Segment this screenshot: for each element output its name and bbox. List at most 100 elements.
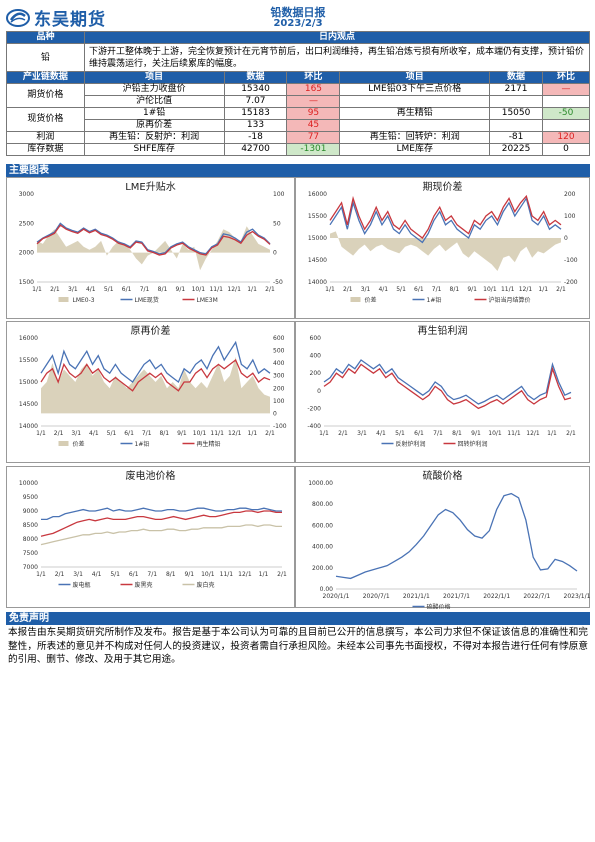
- y-tick-label: 1500: [19, 279, 34, 286]
- x-tick-label: 2/1: [265, 286, 275, 293]
- x-tick-label: 2/1: [338, 430, 348, 437]
- cell-item: 1#铅: [83, 107, 225, 120]
- cell-value2: [489, 119, 544, 132]
- x-tick-label: 12/1: [238, 571, 252, 578]
- legend-label: 反射炉利润: [396, 440, 426, 448]
- y2-tick-label: 0: [564, 235, 568, 242]
- x-tick-label: 10/1: [488, 430, 502, 437]
- y-tick-label: 16000: [308, 191, 327, 198]
- legend-label: 沪铅当月结算价: [489, 296, 531, 304]
- y-tick-label: 7000: [23, 564, 38, 571]
- y2-tick-label: 200: [273, 385, 285, 392]
- x-tick-label: 8/1: [452, 430, 462, 437]
- y-tick-label: 2000: [19, 250, 34, 257]
- view-table: 品种 日内观点 铅 下游开工整体晚于上游，完全恢复预计在元宵节前后，出口利润维持…: [6, 31, 590, 73]
- y2-tick-label: 300: [273, 373, 285, 380]
- x-tick-label: 2/1: [277, 571, 287, 578]
- column-header: 项目: [83, 71, 225, 84]
- area-series: [41, 356, 270, 414]
- chart-primary-secondary-spread: 原再价差 14000 14500 15000 15500 16000 -100 0 100 20…: [6, 321, 295, 463]
- cell-chg: —: [286, 95, 341, 108]
- y-tick-label: 15000: [19, 379, 38, 386]
- line-series: [40, 524, 282, 546]
- y-tick-label: 9500: [23, 494, 38, 501]
- legend-swatch: [58, 441, 69, 446]
- y-tick-label: 14500: [19, 401, 38, 408]
- x-tick-label: 2/1: [556, 286, 566, 293]
- x-tick-label: 10/1: [192, 286, 206, 293]
- x-tick-label: 11/1: [220, 571, 234, 578]
- cell-chg: 45: [286, 119, 341, 132]
- cell-item2: LME库存: [339, 143, 491, 156]
- x-tick-label: 9/1: [467, 286, 477, 293]
- x-tick-label: 9/1: [471, 430, 481, 437]
- x-tick-label: 5/1: [110, 571, 120, 578]
- x-tick-label: 11/1: [210, 430, 224, 437]
- y-tick-label: -200: [307, 405, 321, 412]
- chart-secondary-profit: 再生铅利润 -400 -200 0 200 400 600 1/1 2/1 3/1 4/1 5/1 6…: [295, 321, 590, 463]
- y-tick-label: 600.00: [312, 522, 333, 529]
- x-tick-label: 5/1: [396, 286, 406, 293]
- legend-label: 废电瓶: [73, 581, 91, 589]
- y-tick-label: 800.00: [312, 501, 333, 508]
- x-tick-label: 8/1: [166, 571, 176, 578]
- cell-item2: [339, 119, 491, 132]
- x-tick-label: 3/1: [357, 430, 367, 437]
- x-tick-label: 12/1: [227, 286, 241, 293]
- cell-item: SHFE库存: [83, 143, 225, 156]
- group-label: 期货价格: [6, 83, 85, 108]
- line-series: [40, 510, 282, 537]
- x-tick-label: 7/1: [433, 430, 443, 437]
- x-tick-label: 2/1: [54, 430, 64, 437]
- x-tick-label: 2021/1/1: [403, 593, 430, 600]
- x-tick-label: 9/1: [184, 571, 194, 578]
- cell-item: 沪伦比值: [83, 95, 225, 108]
- chart-basis: 期现价差 14000 14500 15000 15500 16000 -200 -100 0 1…: [295, 177, 590, 319]
- chart-title: 废电池价格: [125, 471, 176, 482]
- x-tick-label: 10/1: [201, 571, 215, 578]
- x-tick-label: 4/1: [376, 430, 386, 437]
- cell-chg2: -50: [542, 107, 590, 120]
- legend-swatch: [350, 297, 361, 302]
- report-header: 东吴期货 铅数据日报 2023/2/3: [6, 3, 590, 31]
- cell-value: 133: [223, 119, 288, 132]
- chart-svg: 14000 14500 15000 15500 16000 -100 0 100 200 300 4…: [19, 335, 287, 448]
- legend-label: LME现货: [135, 296, 159, 304]
- y-tick-label: 400: [310, 353, 322, 360]
- cell-item: 原再价差: [83, 119, 225, 132]
- y-tick-label: 600: [310, 335, 322, 342]
- column-header: 环比: [542, 71, 590, 84]
- chart-svg: 7000 7500 8000 8500 9000 9500 10000 1/1 2/1 3/1 4/…: [19, 480, 287, 589]
- cell-value2: 20225: [489, 143, 544, 156]
- cell-value: 7.07: [223, 95, 288, 108]
- disclaimer-text: 本报告由东吴期货研究所制作及发布。报告是基于本公司认为可靠的且目前已公开的信息撰…: [8, 627, 588, 665]
- view-header: 日内观点: [84, 31, 590, 44]
- x-tick-label: 12/1: [526, 430, 540, 437]
- legend-label: 1#铅: [135, 440, 150, 448]
- x-tick-label: 7/1: [147, 571, 157, 578]
- x-tick-label: 2/1: [50, 286, 60, 293]
- x-tick-label: 2/1: [265, 430, 275, 437]
- y-tick-label: 400.00: [312, 544, 333, 551]
- x-tick-label: 2020/7/1: [363, 593, 390, 600]
- x-tick-label: 4/1: [378, 286, 388, 293]
- y-tick-label: 7500: [23, 550, 38, 557]
- cell-chg2: [542, 119, 590, 132]
- x-tick-label: 3/1: [71, 430, 81, 437]
- legend-label: 再生精铅: [197, 440, 221, 448]
- legend-label: 1#铅: [427, 296, 442, 304]
- view-text: 下游开工整体晚于上游，完全恢复预计在元宵节前后，出口利润维持，再生铅冶炼亏损有所…: [84, 43, 590, 73]
- y2-tick-label: -200: [564, 279, 578, 286]
- y2-tick-label: 100: [273, 398, 285, 405]
- line-series: [40, 340, 271, 384]
- x-tick-label: 6/1: [414, 430, 424, 437]
- y-tick-label: 10000: [19, 480, 38, 487]
- legend-label: 价差: [365, 296, 377, 304]
- x-tick-label: 3/1: [68, 286, 78, 293]
- y2-tick-label: -50: [273, 279, 283, 286]
- y-tick-label: 9000: [23, 508, 38, 515]
- company-name: 东吴期货: [34, 10, 106, 30]
- x-tick-label: 12/1: [228, 430, 242, 437]
- x-tick-label: 1/1: [248, 430, 258, 437]
- area-series: [37, 226, 270, 271]
